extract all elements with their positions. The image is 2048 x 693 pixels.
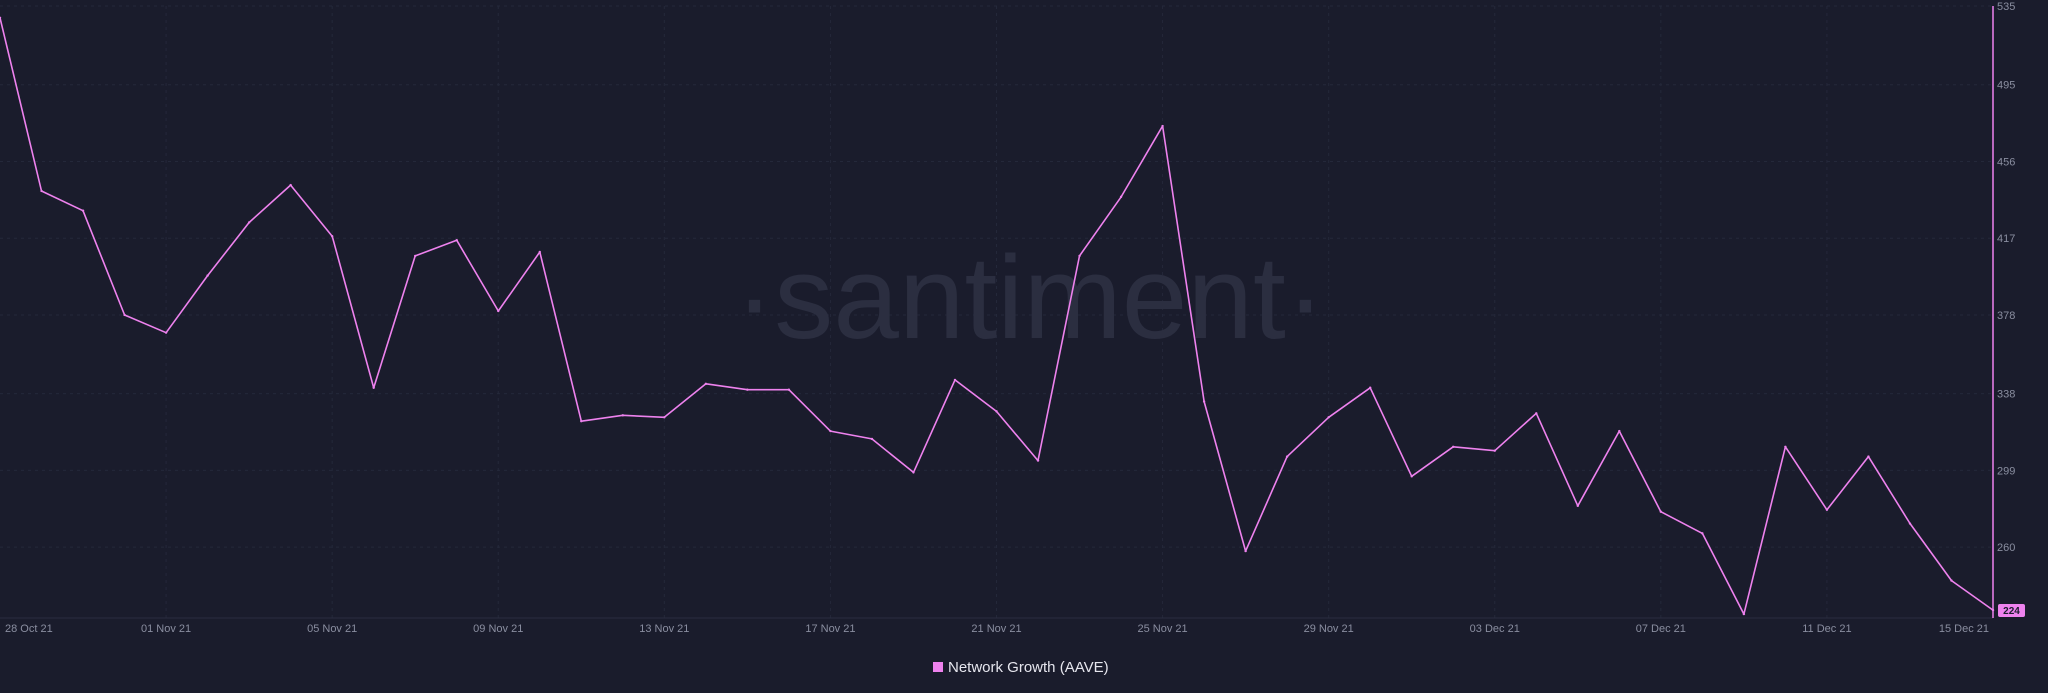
y-tick-label: 260 (1997, 542, 2015, 554)
data-point (1202, 400, 1206, 403)
data-point (1701, 532, 1704, 535)
data-point (1244, 549, 1247, 553)
y-tick-label: 495 (1997, 80, 2015, 92)
santiment-watermark: ·santiment· (735, 232, 1325, 364)
data-point (1410, 475, 1413, 478)
data-point (580, 420, 583, 423)
data-point (746, 388, 749, 391)
x-tick-label: 03 Dec 21 (1470, 623, 1520, 635)
x-tick-label: 25 Nov 21 (1138, 623, 1188, 635)
series-layer (0, 16, 1995, 616)
data-point (330, 235, 334, 238)
y-tick-label: 299 (1997, 465, 2015, 477)
data-point (870, 437, 874, 441)
data-point (538, 250, 541, 254)
data-point (663, 416, 666, 419)
y-axis-ticks: 535 495 456 417 378 338 299 260 (1997, 1, 2015, 554)
x-tick-label: 13 Nov 21 (639, 623, 689, 635)
x-tick-label: 15 Dec 21 (1939, 623, 1989, 635)
x-tick-label: 21 Nov 21 (971, 623, 1021, 635)
x-tick-label: 11 Dec 21 (1802, 623, 1851, 635)
legend-label: Network Growth (AAVE) (948, 659, 1109, 676)
data-point (1078, 254, 1081, 258)
data-point (40, 189, 43, 193)
data-point (164, 331, 168, 334)
data-point (1285, 455, 1289, 458)
data-point (123, 313, 126, 317)
data-point (829, 429, 832, 433)
data-point (1618, 429, 1621, 433)
y-tick-label: 338 (1997, 389, 2015, 401)
x-tick-label: 29 Nov 21 (1304, 623, 1354, 635)
x-tick-label: 09 Nov 21 (473, 623, 523, 635)
data-point (704, 382, 708, 386)
data-point (1119, 195, 1123, 199)
data-point (1742, 612, 1746, 616)
data-point (455, 238, 458, 242)
x-tick-label: 01 Nov 21 (141, 623, 191, 635)
data-point (1161, 124, 1164, 128)
data-point (1535, 412, 1538, 415)
data-point (953, 378, 957, 382)
data-point (1368, 386, 1372, 389)
data-point (1576, 504, 1579, 508)
x-tick-label: 28 Oct 21 (5, 623, 53, 635)
data-point (1493, 449, 1496, 452)
data-point (497, 309, 500, 313)
data-point (0, 16, 2, 20)
last-value-badge-box (1998, 604, 2025, 617)
data-point (1036, 459, 1040, 462)
grid-lines (0, 5, 1993, 618)
data-point (787, 388, 791, 391)
data-point (1867, 455, 1870, 458)
data-point (1452, 445, 1455, 448)
y-tick-label: 535 (1997, 1, 2015, 13)
x-tick-label: 05 Nov 21 (307, 623, 357, 635)
data-point (912, 471, 915, 474)
x-tick-label: 07 Dec 21 (1636, 623, 1686, 635)
x-tick-label: 17 Nov 21 (805, 623, 855, 635)
data-point (414, 254, 417, 258)
data-point (1784, 445, 1787, 448)
legend[interactable]: Network Growth (AAVE) (933, 659, 1109, 676)
last-value-badge: 224 (1998, 604, 2025, 617)
data-point (247, 221, 251, 224)
data-point (1659, 510, 1663, 513)
data-point (995, 410, 998, 413)
data-point (289, 183, 292, 187)
data-point (1950, 579, 1953, 582)
y-tick-label: 456 (1997, 156, 2015, 168)
data-point (372, 386, 375, 389)
data-point (81, 209, 85, 212)
data-point (1991, 608, 1995, 612)
x-axis-ticks: 28 Oct 21 01 Nov 21 05 Nov 21 09 Nov 21 13 N… (5, 623, 1989, 635)
data-point (206, 274, 209, 277)
y-tick-label: 417 (1997, 233, 2015, 245)
data-point (1825, 508, 1829, 511)
data-point (1908, 522, 1912, 525)
y-tick-label: 378 (1997, 310, 2015, 322)
data-point (621, 414, 625, 417)
legend-swatch (933, 662, 943, 672)
data-point (1327, 416, 1330, 419)
last-value-badge-text: 224 (2003, 606, 2020, 617)
